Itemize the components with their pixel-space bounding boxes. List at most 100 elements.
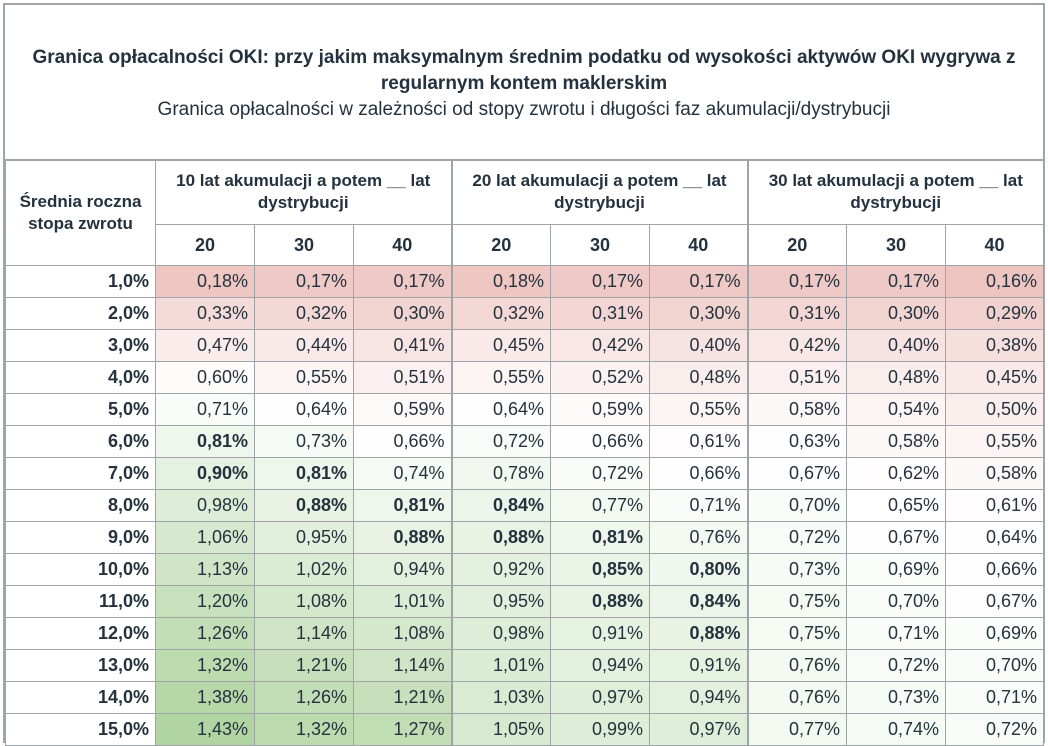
value-cell: 1,27% — [353, 713, 452, 746]
value-cell: 0,45% — [450, 329, 551, 362]
value-cell: 0,71% — [846, 617, 947, 650]
value-cell: 1,26% — [155, 617, 255, 650]
group-header-10y: 10 lat akumulacji a potem __ lat dystryb… — [155, 158, 452, 226]
value-cell: 0,73% — [846, 681, 947, 714]
value-cell: 0,40% — [846, 329, 947, 362]
value-cell: 0,51% — [353, 361, 452, 394]
value-cell: 0,72% — [846, 649, 947, 682]
value-cell: 0,64% — [450, 393, 551, 426]
value-cell: 0,55% — [945, 425, 1045, 458]
value-cell: 0,72% — [746, 521, 848, 554]
value-cell: 0,70% — [846, 585, 947, 618]
value-cell: 0,17% — [353, 265, 452, 298]
value-cell: 0,69% — [846, 553, 947, 586]
table-row: 14,0% 1,38% 1,26% 1,21% 1,03% 0,97% 0,94% 0,76%… — [5, 681, 1045, 714]
value-cell: 1,32% — [254, 713, 354, 746]
rate-cell: 6,0% — [5, 425, 156, 458]
value-cell: 0,81% — [254, 457, 354, 490]
value-cell: 0,91% — [648, 649, 749, 682]
value-cell: 0,54% — [846, 393, 947, 426]
value-cell: 0,95% — [254, 521, 354, 554]
sub-header: 40 — [648, 224, 749, 266]
table-row: 4,0% 0,60% 0,55% 0,51% 0,55% 0,52% 0,48% 0,51% 0… — [5, 361, 1045, 394]
value-cell: 0,51% — [746, 361, 848, 394]
table-row: 11,0% 1,20% 1,08% 1,01% 0,95% 0,88% 0,84% 0,75%… — [5, 585, 1045, 618]
rate-cell: 7,0% — [5, 457, 156, 490]
value-cell: 1,03% — [450, 681, 551, 714]
sub-header: 30 — [254, 224, 354, 266]
value-cell: 0,72% — [945, 713, 1045, 746]
value-cell: 0,59% — [353, 393, 452, 426]
sub-header: 40 — [945, 224, 1045, 266]
value-cell: 0,76% — [648, 521, 749, 554]
sub-header: 20 — [155, 224, 255, 266]
value-cell: 0,60% — [155, 361, 255, 394]
table-row: 12,0% 1,26% 1,14% 1,08% 0,98% 0,91% 0,88% 0,75%… — [5, 617, 1045, 650]
value-cell: 1,26% — [254, 681, 354, 714]
value-cell: 0,81% — [550, 521, 650, 554]
value-cell: 0,38% — [945, 329, 1045, 362]
value-cell: 0,64% — [945, 521, 1045, 554]
value-cell: 0,69% — [945, 617, 1045, 650]
table-body: 1,0% 0,18% 0,17% 0,17% 0,18% 0,17% 0,17% 0,17% 0… — [5, 265, 1045, 746]
rate-cell: 10,0% — [5, 553, 156, 586]
table-row: 8,0% 0,98% 0,88% 0,81% 0,84% 0,77% 0,71% 0,70% 0… — [5, 489, 1045, 522]
table-subtitle: Granica opłacalności w zależności od sto… — [157, 99, 891, 120]
rate-cell: 9,0% — [5, 521, 156, 554]
table-row: 1,0% 0,18% 0,17% 0,17% 0,18% 0,17% 0,17% 0,17% 0… — [5, 265, 1045, 298]
value-cell: 0,88% — [254, 489, 354, 522]
value-cell: 0,47% — [155, 329, 255, 362]
table-row: 15,0% 1,43% 1,32% 1,27% 1,05% 0,99% 0,97% 0,77%… — [5, 713, 1045, 746]
value-cell: 0,63% — [746, 425, 848, 458]
value-cell: 0,95% — [450, 585, 551, 618]
rate-cell: 11,0% — [5, 585, 156, 618]
table-row: 9,0% 1,06% 0,95% 0,88% 0,88% 0,81% 0,76% 0,72% 0… — [5, 521, 1045, 554]
value-cell: 1,08% — [254, 585, 354, 618]
value-cell: 0,48% — [846, 361, 947, 394]
rate-cell: 2,0% — [5, 297, 156, 330]
value-cell: 0,48% — [648, 361, 749, 394]
value-cell: 0,18% — [155, 265, 255, 298]
value-cell: 0,32% — [450, 297, 551, 330]
value-cell: 0,55% — [648, 393, 749, 426]
value-cell: 0,17% — [550, 265, 650, 298]
value-cell: 0,76% — [746, 649, 848, 682]
value-cell: 0,81% — [155, 425, 255, 458]
value-cell: 0,76% — [746, 681, 848, 714]
value-cell: 0,66% — [648, 457, 749, 490]
value-cell: 1,32% — [155, 649, 255, 682]
rate-cell: 8,0% — [5, 489, 156, 522]
table-frame: Granica opłacalności OKI: przy jakim mak… — [3, 3, 1045, 746]
value-cell: 0,72% — [550, 457, 650, 490]
value-cell: 0,32% — [254, 297, 354, 330]
value-cell: 0,72% — [450, 425, 551, 458]
value-cell: 0,74% — [353, 457, 452, 490]
value-cell: 1,01% — [353, 585, 452, 618]
value-cell: 0,92% — [450, 553, 551, 586]
value-cell: 0,71% — [155, 393, 255, 426]
rate-cell: 1,0% — [5, 265, 156, 298]
value-cell: 1,14% — [254, 617, 354, 650]
rate-cell: 4,0% — [5, 361, 156, 394]
value-cell: 0,84% — [648, 585, 749, 618]
value-cell: 0,71% — [945, 681, 1045, 714]
value-cell: 0,42% — [746, 329, 848, 362]
value-cell: 0,75% — [746, 585, 848, 618]
value-cell: 0,55% — [450, 361, 551, 394]
value-cell: 0,84% — [450, 489, 551, 522]
value-cell: 1,08% — [353, 617, 452, 650]
value-cell: 0,91% — [550, 617, 650, 650]
value-cell: 0,58% — [746, 393, 848, 426]
value-cell: 0,31% — [746, 297, 848, 330]
value-cell: 0,16% — [945, 265, 1045, 298]
value-cell: 0,58% — [945, 457, 1045, 490]
value-cell: 0,58% — [846, 425, 947, 458]
sub-header: 30 — [550, 224, 650, 266]
value-cell: 1,01% — [450, 649, 551, 682]
value-cell: 0,70% — [746, 489, 848, 522]
value-cell: 0,64% — [254, 393, 354, 426]
rate-cell: 13,0% — [5, 649, 156, 682]
value-cell: 0,17% — [746, 265, 848, 298]
value-cell: 0,40% — [648, 329, 749, 362]
value-cell: 0,75% — [746, 617, 848, 650]
